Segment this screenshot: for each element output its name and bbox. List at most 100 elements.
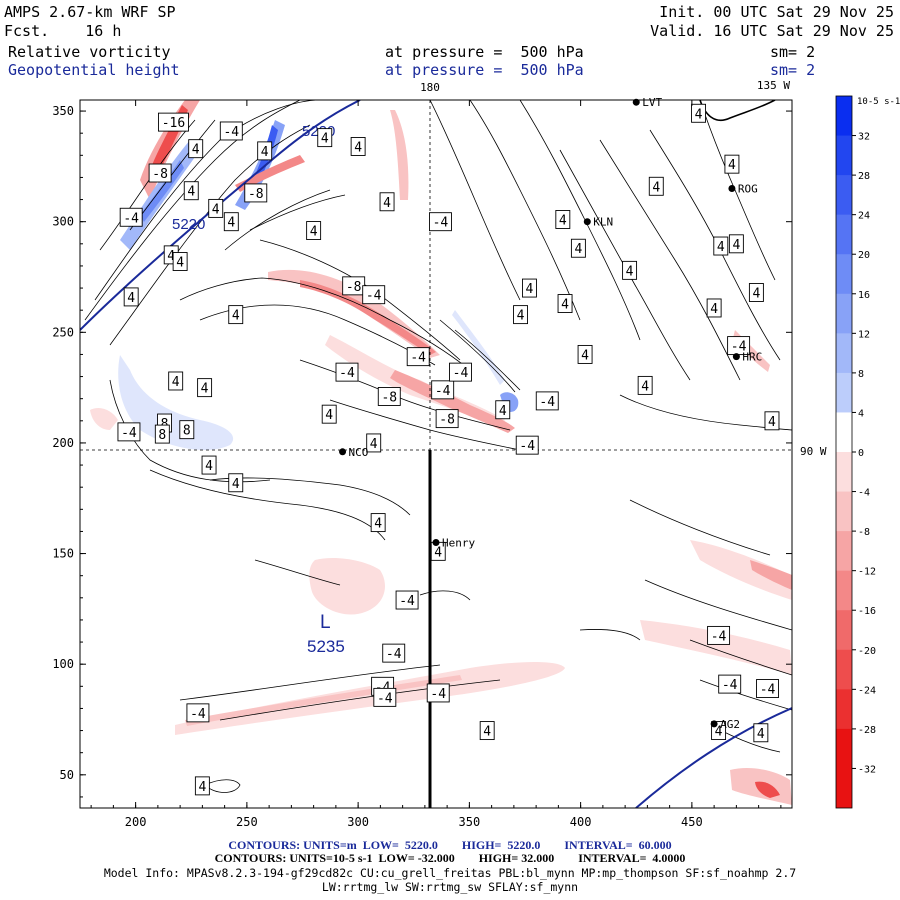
svg-text:-8: -8 xyxy=(439,413,455,428)
contour-value-label: 4 xyxy=(228,305,244,325)
svg-text:4: 4 xyxy=(715,725,723,740)
svg-text:4: 4 xyxy=(201,382,209,397)
contour-value-label: 4 xyxy=(753,723,769,743)
colorbar-tick-label: -28 xyxy=(858,725,876,736)
contour-value-label: 4 xyxy=(724,154,740,174)
meridian-90w-label: 90 W xyxy=(800,445,827,458)
colorbar-swatch xyxy=(836,214,852,255)
svg-text:4: 4 xyxy=(310,225,318,240)
x-tick-label: 400 xyxy=(570,815,592,829)
vorticity-contour-14 xyxy=(209,477,411,516)
field1-smoothing: sm= 2 xyxy=(770,43,816,61)
vorticity-contour-28 xyxy=(699,679,792,711)
contour-value-label: -4 xyxy=(117,422,141,442)
svg-text:4: 4 xyxy=(354,140,362,155)
colorbar-tick-label: 4 xyxy=(858,408,864,419)
svg-text:-4: -4 xyxy=(435,384,451,399)
station-rog: ROG xyxy=(728,183,758,196)
svg-text:-4: -4 xyxy=(731,340,747,355)
contour-value-label: 4 xyxy=(495,400,511,420)
vorticity-fill-21 xyxy=(755,781,780,798)
svg-text:4: 4 xyxy=(652,180,660,195)
contour-value-label: 4 xyxy=(197,378,213,398)
colorbar-tick-label: 0 xyxy=(858,448,864,459)
colorbar-tick-label: 24 xyxy=(858,211,870,222)
contour-value-label: 4 xyxy=(479,721,495,741)
vorticity-contour-24 xyxy=(619,394,792,431)
svg-text:4: 4 xyxy=(757,727,765,742)
field1-pressure: at pressure = 500 hPa xyxy=(385,43,584,61)
svg-text:4: 4 xyxy=(198,780,206,795)
contour-value-label: 4 xyxy=(557,294,573,313)
x-tick-label: 450 xyxy=(681,815,703,829)
svg-text:4: 4 xyxy=(172,375,180,390)
colorbar-swatch xyxy=(836,570,852,611)
station-nco: NCO xyxy=(339,446,368,459)
vorticity-fill-12 xyxy=(118,355,234,450)
svg-text:-4: -4 xyxy=(410,351,426,366)
contour-value-label: 4 xyxy=(350,137,366,156)
svg-text:4: 4 xyxy=(325,408,333,423)
vorticity-contour-34 xyxy=(179,664,441,701)
svg-text:4: 4 xyxy=(232,309,240,324)
footer-vorticity-contours: CONTOURS: UNITS=10-5 s-1 LOW= -32.000 HI… xyxy=(214,851,686,865)
svg-text:-4: -4 xyxy=(430,687,446,702)
contour-value-label: 4 xyxy=(513,305,528,325)
height-contour-east xyxy=(635,707,792,808)
contour-value-label: -8 xyxy=(377,387,401,406)
contour-value-label: 4 xyxy=(728,234,744,254)
coastline xyxy=(699,100,776,122)
contour-value-label: -8 xyxy=(148,163,172,183)
contour-value-label: 4 xyxy=(168,371,184,391)
contour-value-label: 4 xyxy=(430,541,446,561)
contour-value-label: -4 xyxy=(756,679,779,698)
vorticity-contour-3 xyxy=(99,119,196,251)
svg-text:8: 8 xyxy=(183,424,191,439)
contour-value-label: -8 xyxy=(435,409,459,429)
vorticity-contour-23 xyxy=(439,319,516,393)
colorbar-swatch xyxy=(836,372,852,413)
field2-name: Geopotential height xyxy=(8,61,180,79)
svg-text:4: 4 xyxy=(717,240,725,255)
svg-text:-4: -4 xyxy=(539,395,555,410)
footer-model-info: Model Info: MPASv8.2.3-194-gf29cd82c CU:… xyxy=(103,866,797,880)
colorbar-swatch xyxy=(836,333,852,374)
vorticity-contour-32 xyxy=(579,629,641,641)
contour-value-label: 4 xyxy=(183,181,199,201)
vorticity-fill-3 xyxy=(140,160,184,222)
contour-value-label: -4 xyxy=(515,435,539,455)
colorbar-tick-label: -12 xyxy=(858,567,876,578)
vorticity-contour-35 xyxy=(219,679,501,721)
svg-text:8: 8 xyxy=(161,417,169,432)
svg-text:-8: -8 xyxy=(152,167,168,182)
footer-model-info-2: LW:rrtmg_lw SW:rrtmg_sw SFLAY:sf_mynn xyxy=(321,880,579,894)
meridian-135w-label: 135 W xyxy=(757,79,790,92)
low-center-marker: L xyxy=(320,612,331,633)
contour-value-label: -4 xyxy=(406,347,430,367)
svg-text:4: 4 xyxy=(626,264,634,279)
contour-value-label: 4 xyxy=(306,221,322,240)
colorbar-tick-label: 28 xyxy=(858,171,870,182)
contour-value-label: 4 xyxy=(370,513,386,533)
svg-text:4: 4 xyxy=(370,437,378,452)
svg-text:-8: -8 xyxy=(248,187,264,202)
low-center-value: 5235 xyxy=(307,637,345,656)
station-lvt: LVT xyxy=(632,96,662,109)
y-tick-label: 350 xyxy=(52,104,74,118)
svg-text:ROG: ROG xyxy=(738,183,758,196)
svg-text:-4: -4 xyxy=(223,125,239,140)
vorticity-contour-30 xyxy=(254,559,341,586)
meridian-180-label: 180 xyxy=(420,81,440,94)
colorbar-swatch xyxy=(836,452,852,493)
svg-text:4: 4 xyxy=(728,158,736,173)
vorticity-contour-15 xyxy=(429,100,521,301)
y-tick-label: 200 xyxy=(52,436,74,450)
svg-text:-4: -4 xyxy=(722,678,738,693)
svg-text:4: 4 xyxy=(732,238,740,253)
colorbar-unit-label: 10-5 s-1 xyxy=(857,97,900,107)
svg-text:4: 4 xyxy=(374,517,382,532)
svg-text:-4: -4 xyxy=(121,426,137,441)
field1-name: Relative vorticity xyxy=(8,43,171,61)
contour-value-label: 4 xyxy=(748,283,764,302)
colorbar-swatch xyxy=(836,175,852,216)
